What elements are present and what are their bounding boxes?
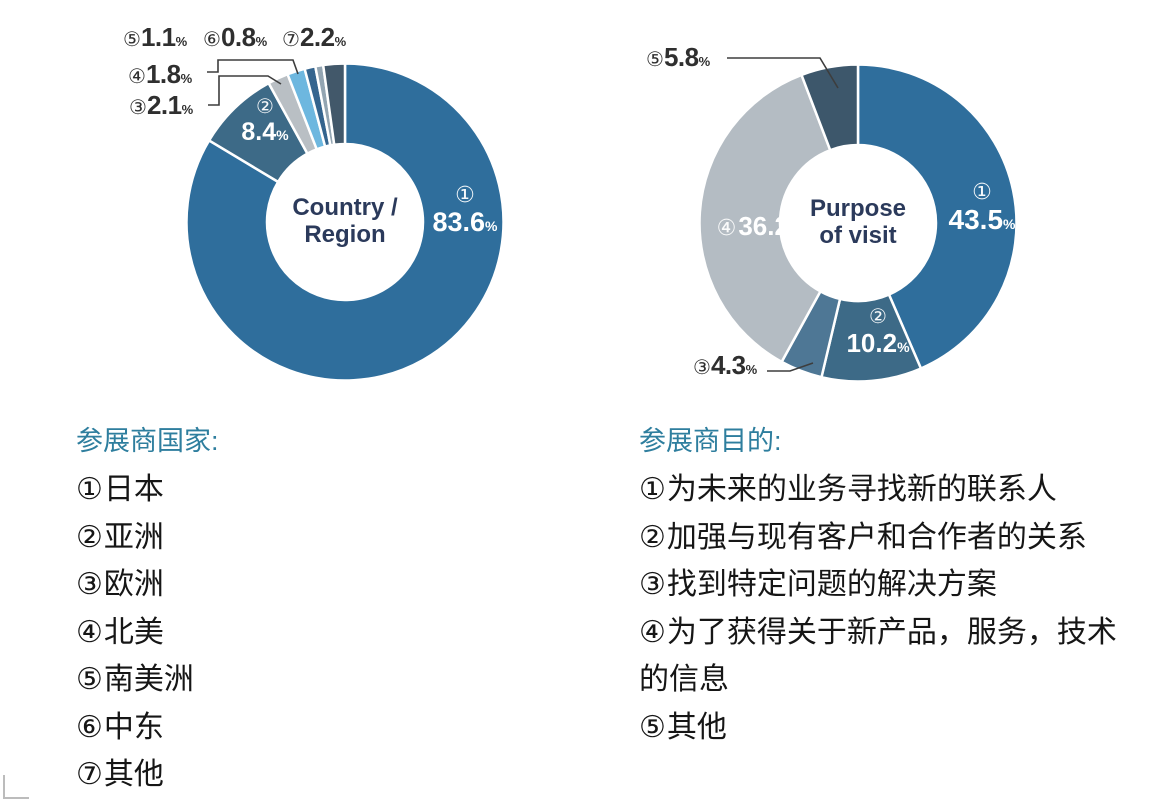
segment-label-product-info: ④ 36.2%	[716, 211, 802, 241]
callout-purpose-solutions: ③ 4.3 %	[693, 350, 758, 380]
segment-value: 10.2%	[846, 328, 910, 358]
callout-purpose-other: ⑤ 5.8 %	[646, 42, 711, 72]
circled-number-badge: ①	[455, 182, 475, 207]
callout-europe: ③ 2.1 %	[129, 90, 194, 120]
legend-item-purpose-other: ⑤其他	[639, 710, 727, 744]
donut-segment-1	[856, 63, 1018, 371]
segment-value: 43.5%	[948, 204, 1016, 235]
center-title-line1: Purpose	[809, 195, 907, 222]
circled-number: ⑦	[282, 29, 300, 51]
donut-segment-7	[321, 62, 347, 147]
legend-item-north-america: ④北美	[76, 615, 164, 649]
segment-label-strengthen-relations: ② 10.2%	[828, 306, 928, 359]
legend-item-japan: ①日本	[76, 473, 164, 506]
legend-item-middle-east: ⑥中东	[76, 710, 164, 744]
country-region-donut-chart	[185, 62, 505, 382]
segment-label-japan: ① 83.6%	[413, 183, 517, 238]
purpose-legend: 参展商目的: ①为未来的业务寻找新的联系人 ②加强与现有客户和合作者的关系 ③找…	[639, 424, 1136, 751]
country-region-center-title: Country / Region	[265, 194, 425, 248]
circled-number: ③	[129, 97, 147, 119]
segment-value: 8.4%	[241, 118, 289, 146]
purpose-of-visit-donut-chart	[698, 63, 1018, 383]
legend-item-europe: ③欧洲	[76, 568, 164, 601]
circled-number: ④	[128, 66, 146, 88]
callout-other-country: ⑦ 2.2 %	[282, 22, 347, 52]
segment-value: 83.6%	[432, 207, 498, 237]
legend-item-product-info: ④为了获得关于新产品，服务，技术的信息	[639, 615, 1117, 697]
legend-item-strengthen-relations: ②加强与现有客户和合作者的关系	[639, 520, 1087, 554]
circled-number-badge: ①	[972, 179, 992, 204]
circled-number-badge: ④	[716, 215, 737, 240]
callout-middle-east: ⑥ 0.8 %	[203, 22, 268, 52]
circled-number: ③	[693, 357, 711, 379]
circled-number: ⑤	[646, 49, 664, 71]
legend-item-other: ⑦其他	[76, 758, 164, 791]
segment-label-new-contacts: ① 43.5%	[930, 180, 1034, 236]
legend-item-new-contacts: ①为未来的业务寻找新的联系人	[639, 473, 1057, 506]
legend-item-solutions: ③找到特定问题的解决方案	[639, 568, 997, 601]
circled-number: ⑤	[123, 29, 141, 51]
circled-number-badge: ②	[256, 96, 274, 118]
legend-item-asia: ②亚洲	[76, 520, 164, 554]
page-corner-mark	[3, 775, 29, 799]
center-title-line1: Country /	[292, 194, 398, 221]
donut-segment-4	[698, 73, 832, 364]
callout-north-america: ④ 1.8 %	[128, 59, 193, 89]
callout-south-america: ⑤ 1.1 %	[123, 22, 188, 52]
circled-number-badge: ②	[869, 306, 887, 328]
purpose-of-visit-center-title: Purpose of visit	[778, 195, 938, 249]
legend-title-purpose: 参展商目的:	[639, 426, 782, 456]
country-legend: 参展商国家: ①日本 ②亚洲 ③欧洲 ④北美 ⑤南美洲 ⑥中东 ⑦其他	[76, 424, 596, 799]
circled-number: ⑥	[203, 29, 221, 51]
legend-item-south-america: ⑤南美洲	[76, 663, 194, 696]
donut-segment-1	[185, 62, 505, 382]
legend-title-countries: 参展商国家:	[76, 426, 219, 456]
segment-label-asia: ② 8.4%	[223, 96, 307, 147]
center-title-line2: Region	[304, 221, 386, 248]
center-title-line2: of visit	[819, 222, 897, 249]
